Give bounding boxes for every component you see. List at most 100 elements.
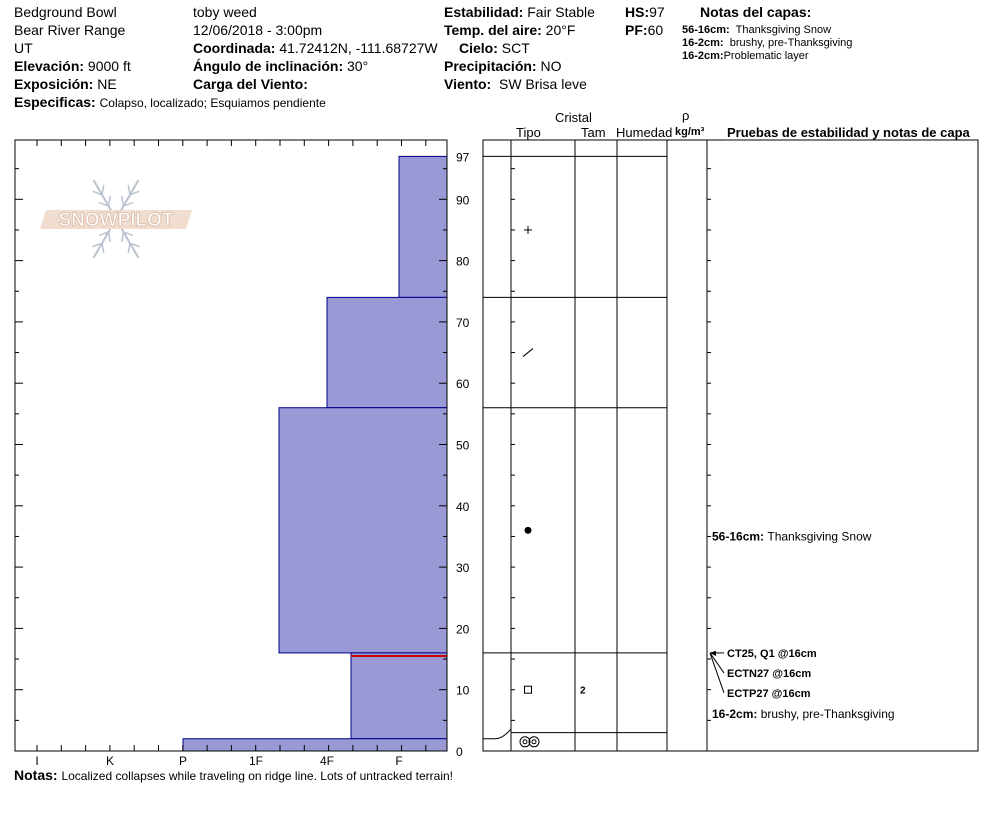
- col-density-unit: kg/m³: [675, 126, 705, 138]
- layer-frame: [482, 139, 979, 752]
- hardness-tick-label: 1F: [249, 754, 263, 768]
- connector-line: [483, 728, 512, 740]
- hardness-layer-bar: [326, 296, 448, 409]
- y-tick-label: 10: [456, 684, 470, 698]
- test-label: ECTN27 @16cm: [727, 668, 811, 680]
- crystal-mf-icon: [531, 739, 537, 745]
- layer-comment: 56-16cm: Thanksgiving Snow: [712, 529, 872, 543]
- snowflake-branch: [92, 190, 103, 196]
- snowflake-branch: [101, 184, 105, 195]
- hardness-layer-bar: [350, 652, 448, 740]
- hardness-tick-label: I: [35, 754, 38, 768]
- stability-tests: CT25, Q1 @16cm ECTN27 @16cm ECTP27 @16cm 56…: [709, 529, 895, 721]
- snowflake-branch: [123, 201, 134, 207]
- snowflake-branch: [123, 231, 134, 237]
- pf: PF:60: [625, 22, 663, 38]
- test-arrow-head: [710, 650, 716, 656]
- crystal-mf-icon: [528, 736, 540, 748]
- hs-value: 97: [649, 4, 665, 20]
- aspect-value: NE: [97, 76, 117, 92]
- hardness-layer-bar: [182, 738, 448, 752]
- snowflake-branch: [98, 201, 109, 207]
- y-tick-label: 97: [456, 150, 470, 164]
- y-tick-label: 70: [456, 316, 470, 330]
- layer-comment: 16-2cm: brushy, pre-Thanksgiving: [712, 707, 895, 721]
- layer-comment-text: brushy, pre-Thanksgiving: [761, 707, 895, 721]
- snowflake-branch: [107, 231, 111, 242]
- coord-value: 41.72412N, -111.68727W: [279, 40, 438, 56]
- elevation-label: Elevación:: [14, 58, 85, 74]
- y-tick-label: 0: [456, 745, 463, 759]
- test-label: ECTP27 @16cm: [727, 688, 811, 700]
- y-tick-label: 50: [456, 439, 470, 453]
- crystal-df-icon: [522, 348, 534, 357]
- test-arrow-line: [709, 652, 725, 694]
- height-axis: 0 10 20 30 40 50 60 70 80 90 97: [15, 150, 711, 759]
- stability-value: Fair Stable: [527, 4, 595, 20]
- pf-value: 60: [647, 22, 664, 38]
- notes-text: Localized collapses while traveling on r…: [61, 769, 454, 783]
- layer-notes-title: Notas del capas:: [700, 4, 812, 20]
- snowflake-branch: [121, 231, 125, 242]
- test-arrow-line: [709, 652, 725, 674]
- hardness-tick-label: K: [106, 754, 114, 768]
- precip-value: NO: [540, 58, 562, 74]
- snowflake-branch: [92, 242, 103, 248]
- stability-label: Estabilidad:: [444, 4, 524, 20]
- precip: Precipitación: NO: [444, 58, 561, 74]
- wind: Viento: SW Brisa leve: [444, 76, 587, 92]
- hs: HS:97: [625, 4, 665, 20]
- coordinate: Coordinada: 41.72412N, -111.68727W: [193, 40, 438, 56]
- snowflake-branch: [121, 196, 125, 207]
- snowpilot-logo: SNOWPILOT: [40, 179, 192, 259]
- col-humedad: Humedad: [616, 125, 673, 140]
- hardness-axis: I K P 1F 4F F: [35, 140, 427, 768]
- layer-note: 16-2cm:Problematic layer: [682, 50, 809, 62]
- layer-comment-range: 56-16cm:: [712, 529, 767, 543]
- snowflake-branch: [101, 243, 105, 254]
- specifics-value: Colapso, localizado; Esquiamos pendiente: [99, 96, 326, 110]
- incline: Ángulo de inclinación: 30°: [193, 58, 368, 74]
- snowflake-branch: [127, 243, 131, 254]
- hardness-tick-label: F: [395, 754, 402, 768]
- coord-label: Coordinada:: [193, 40, 276, 56]
- layer-comment-range: 16-2cm:: [712, 707, 761, 721]
- crystal-symbols: 2: [519, 225, 586, 748]
- hs-label: HS:: [625, 4, 650, 20]
- col-rho: ρ: [682, 108, 690, 123]
- footer-notes: Notas: Localized collapses while traveli…: [14, 767, 453, 784]
- y-tick-label: 20: [456, 622, 470, 636]
- air-temp-label: Temp. del aire:: [444, 22, 542, 38]
- col-tam: Tam: [581, 125, 606, 140]
- y-tick-label: 30: [456, 561, 470, 575]
- snowflake-branch: [129, 190, 140, 196]
- observer: toby weed: [193, 4, 257, 20]
- crystal-mf-icon: [522, 739, 528, 745]
- snowflake-branch: [98, 231, 109, 237]
- incline-label: Ángulo de inclinación:: [193, 58, 344, 74]
- y-tick-label: 90: [456, 193, 470, 207]
- hardness-layers: [182, 155, 448, 752]
- crystal-mf-icon: [519, 736, 531, 748]
- col-tests-title: Pruebas de estabilidad y notas de capa: [727, 125, 970, 140]
- air-temp: Temp. del aire: 20°F: [444, 22, 575, 38]
- col-cristal: Cristal: [555, 110, 592, 125]
- sky-label: Cielo:: [459, 40, 498, 56]
- wind-label: Viento:: [444, 76, 492, 92]
- wind-value: SW Brisa leve: [498, 76, 587, 92]
- logo-band: [40, 210, 192, 229]
- pf-label: PF:: [625, 22, 648, 38]
- snowflake-branch: [107, 196, 111, 207]
- crystal-rg-icon: [524, 526, 532, 534]
- chart-frames: [14, 139, 979, 752]
- specifics: Especificas: Colapso, localizado; Esquia…: [14, 94, 326, 111]
- aspect: Exposición: NE: [14, 76, 117, 92]
- incline-value: 30°: [347, 58, 369, 74]
- layer-table: [483, 140, 708, 751]
- wind-load-label: Carga del Viento:: [193, 76, 308, 92]
- datetime: 12/06/2018 - 3:00pm: [193, 22, 323, 38]
- elevation: Elevación: 9000 ft: [14, 58, 131, 74]
- notes-label: Notas:: [14, 767, 58, 783]
- specifics-label: Especificas:: [14, 94, 96, 110]
